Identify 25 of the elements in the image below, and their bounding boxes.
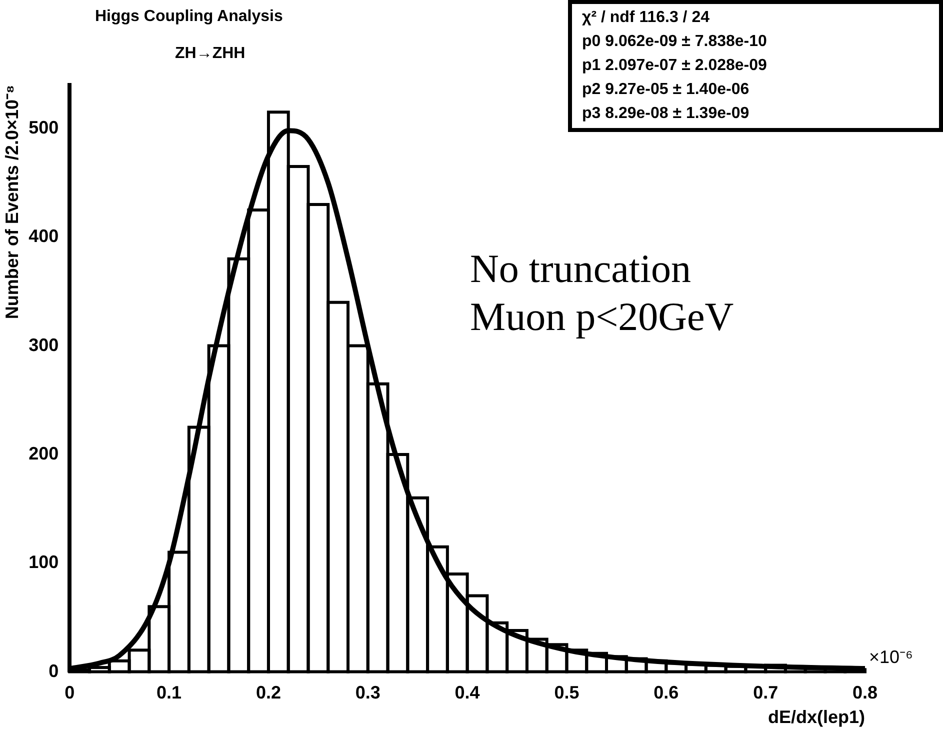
x-tick-label: 0.1	[156, 682, 182, 703]
y-tick-label: 400	[28, 226, 59, 246]
x-tick-label: 0.4	[454, 682, 480, 703]
x-tick-label: 0.8	[852, 682, 878, 703]
y-tick-label: 100	[28, 552, 59, 572]
chart-subtitle: ZH→ZHH	[175, 45, 246, 63]
y-tick-label: 0	[48, 660, 59, 681]
fit-stats-box: χ² / ndf 116.3 / 24 p0 9.062e-09 ± 7.838e-10 p1 2.097e-07 ± 2.028e-09 p2 9.27e-05 ± 1.40e-06 p3 8.29e-08 ± 1.39e-09	[568, 0, 943, 132]
x-axis-title: dE/dx(lep1)	[768, 707, 866, 728]
text: ×10⁻⁶	[869, 646, 913, 667]
x-tick-label: 0.7	[753, 682, 778, 703]
annotation: No truncation	[470, 245, 692, 293]
x-tick-label: 0.3	[355, 682, 380, 703]
x-tick-label: 0	[64, 682, 75, 703]
annotation: Muon p<20GeV	[470, 293, 734, 341]
y-tick-label: 200	[28, 443, 59, 464]
x-tick-label: 0.6	[654, 682, 679, 703]
annotation: p3 8.29e-08 ± 1.39e-09	[581, 104, 750, 124]
y-axis-title: Number of Events /2.0×10⁻⁸	[2, 85, 22, 320]
y-tick-label: 500	[28, 117, 59, 138]
chart-title: Higgs Coupling Analysis	[95, 8, 283, 26]
x-tick-label: 0.2	[256, 682, 281, 703]
annotation: p2 9.27e-05 ± 1.40e-06	[581, 80, 750, 100]
y-tick-label: 300	[28, 334, 59, 355]
x-tick-label: 0.5	[554, 682, 580, 703]
